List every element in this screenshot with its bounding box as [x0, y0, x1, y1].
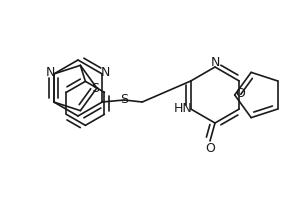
Text: O: O	[205, 142, 215, 156]
Text: N: N	[100, 66, 110, 79]
Text: O: O	[235, 87, 244, 100]
Text: N: N	[210, 56, 220, 70]
Text: S: S	[120, 92, 128, 106]
Text: S: S	[91, 82, 99, 95]
Text: N: N	[46, 66, 56, 79]
Text: HN: HN	[173, 102, 192, 116]
